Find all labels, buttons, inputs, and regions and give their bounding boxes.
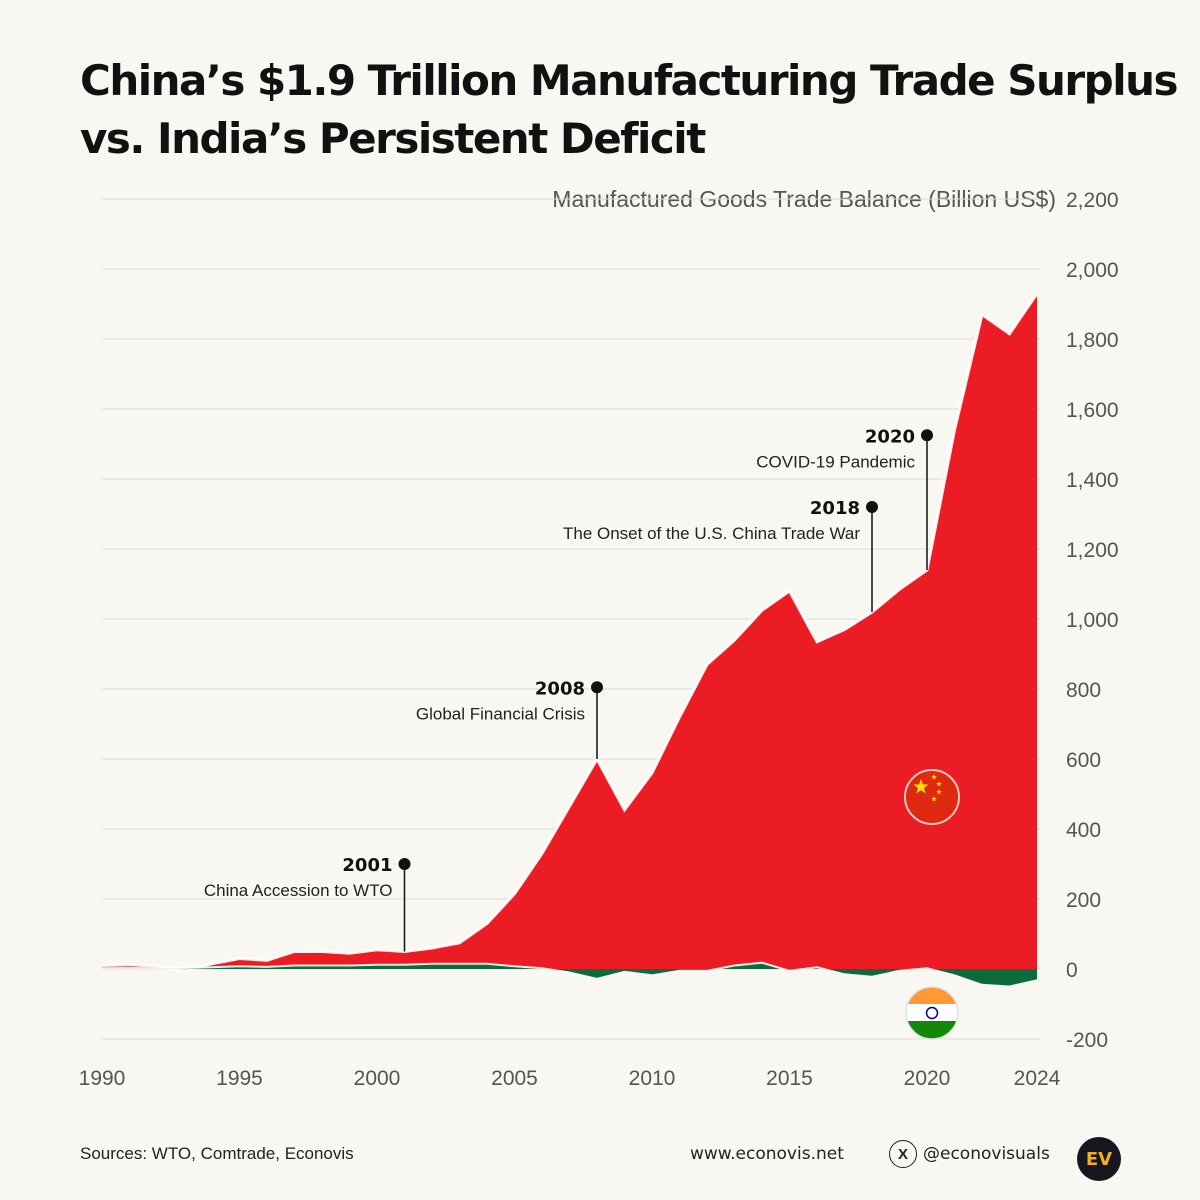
chart-title: China’s $1.9 Trillion Manufacturing Trad… (80, 52, 1179, 168)
india-flag-stripe (906, 1021, 958, 1039)
econovis-logo-icon: EV (1077, 1137, 1121, 1181)
x-tick-label: 1990 (79, 1067, 126, 1090)
y-tick-label: 1,200 (1066, 539, 1119, 562)
y-tick-label: 200 (1066, 889, 1101, 912)
x-tick-label: 1995 (216, 1067, 263, 1090)
annotation-label: The Onset of the U.S. China Trade War (563, 524, 860, 543)
website-link[interactable]: www.econovis.net (690, 1144, 844, 1164)
y-tick-label: 400 (1066, 819, 1101, 842)
china-flag-star (931, 796, 937, 802)
india-line (101, 961, 1038, 988)
annotation-dot (398, 858, 411, 870)
x-tick-label: 2015 (766, 1067, 813, 1090)
x-tick-label: 2010 (629, 1067, 676, 1090)
x-logo-icon: X (889, 1140, 917, 1168)
y-tick-label: 2,000 (1066, 259, 1119, 282)
china-flag-star (913, 779, 929, 794)
y-tick-label: 1,000 (1066, 609, 1119, 632)
y-tick-label: 1,800 (1066, 329, 1119, 352)
trade-balance-chart: -200 0 200 400 600 800 1,000 1,200 1,400 1,600 1,8… (79, 189, 1119, 1090)
y-tick-label: 2,200 (1066, 189, 1119, 212)
china-area (102, 293, 1037, 971)
china-flag-star (936, 781, 942, 787)
annotation-label: Global Financial Crisis (416, 704, 585, 723)
india-flag-icon (906, 987, 958, 1039)
y-tick-label: 0 (1066, 959, 1078, 982)
annotation-label: COVID-19 Pandemic (756, 452, 915, 471)
annotation-year: 2001 (342, 855, 392, 876)
annotation-year: 2020 (865, 426, 915, 447)
handle-text: @econovisuals (923, 1144, 1050, 1164)
x-tick-label: 2005 (491, 1067, 538, 1090)
annotation-dot (866, 501, 878, 513)
x-tick-label: 2000 (354, 1067, 401, 1090)
y-tick-label: 1,600 (1066, 399, 1119, 422)
india-flag-stripe (906, 987, 958, 1005)
annotation-label: China Accession to WTO (204, 881, 393, 900)
china-flag-star (931, 774, 937, 780)
annotation-dot (921, 429, 933, 442)
y-tick-label: -200 (1066, 1029, 1108, 1052)
x-tick-label: 2024 (1014, 1067, 1061, 1090)
india-flag-stripe (906, 1004, 958, 1022)
india-flag-chakra (925, 1006, 939, 1020)
y-tick-label: 1,400 (1066, 469, 1119, 492)
china-line (101, 292, 1039, 973)
annotation-dot (591, 681, 603, 694)
social-handle[interactable]: X @econovisuals (889, 1140, 1050, 1168)
title-line-1: China’s $1.9 Trillion Manufacturing Trad… (80, 56, 1179, 105)
title-line-2: vs. India’s Persistent Deficit (80, 114, 706, 163)
x-tick-label: 2020 (904, 1067, 951, 1090)
india-area (102, 962, 1037, 987)
y-tick-label: 600 (1066, 749, 1101, 772)
china-flag-icon (904, 769, 960, 825)
sources-text: Sources: WTO, Comtrade, Econovis (80, 1144, 354, 1163)
y-tick-label: 800 (1066, 679, 1101, 702)
india-flag-border (905, 986, 959, 1040)
china-flag-star (936, 789, 942, 795)
annotation-year: 2008 (535, 678, 585, 699)
annotation-year: 2018 (810, 498, 860, 519)
